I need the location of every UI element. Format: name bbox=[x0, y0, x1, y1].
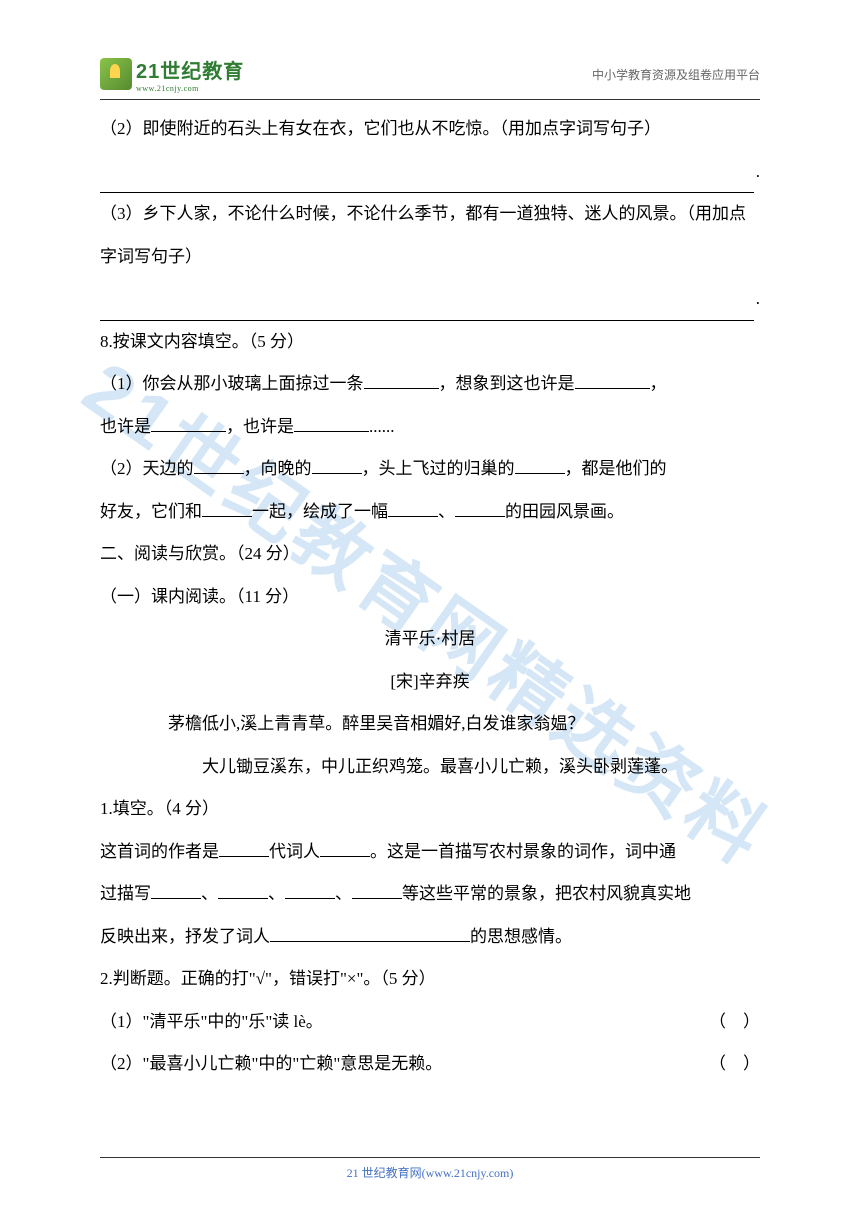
logo-text-group: 21世纪教育 www.21cnjy.com bbox=[136, 55, 244, 93]
page-container: 21世纪教育 www.21cnjy.com 中小学教育资源及组卷应用平台 （2）… bbox=[0, 0, 860, 1136]
page-content: （2）即使附近的石头上有女在衣，它们也从不吃惊。（用加点字词写句子） . （3）… bbox=[100, 108, 760, 1086]
reading-q2-1-text: （1）"清平乐"中的"乐"读 lè。 bbox=[100, 1001, 323, 1044]
footer-text: 21 世纪教育网(www.21cnjy.com) bbox=[347, 1166, 514, 1180]
reading-q1-line2: 过描写、、、等这些平常的景象，把农村风貌真实地 bbox=[100, 873, 760, 916]
question-8: 8.按课文内容填空。（5 分） bbox=[100, 321, 760, 364]
blank-line-q3: . bbox=[100, 278, 760, 321]
poem-author: [宋]辛弃疾 bbox=[100, 661, 760, 704]
reading-q2-2-text: （2）"最喜小儿亡赖"中的"亡赖"意思是无赖。 bbox=[100, 1043, 442, 1086]
reading-q2: 2.判断题。正确的打"√"，错误打"×"。（5 分） bbox=[100, 958, 760, 1001]
logo-main-text: 21世纪教育 bbox=[136, 55, 244, 84]
logo-container: 21世纪教育 www.21cnjy.com bbox=[100, 55, 244, 93]
question-3: （3）乡下人家，不论什么时候，不论什么季节，都有一道独特、迷人的风景。（用加点字… bbox=[100, 193, 760, 278]
reading-q1-line1: 这首词的作者是代词人。这是一首描写农村景象的词作，词中通 bbox=[100, 831, 760, 874]
section-2-title: 二、阅读与欣赏。（24 分） bbox=[100, 533, 760, 576]
bracket-q2-1: （ ） bbox=[709, 1001, 760, 1044]
section-2-1-title: （一）课内阅读。（11 分） bbox=[100, 576, 760, 619]
page-header: 21世纪教育 www.21cnjy.com 中小学教育资源及组卷应用平台 bbox=[100, 55, 760, 100]
poem-title: 清平乐·村居 bbox=[100, 618, 760, 661]
bracket-q2-2: （ ） bbox=[709, 1043, 760, 1086]
logo-icon bbox=[100, 58, 132, 90]
reading-q1: 1.填空。（4 分） bbox=[100, 788, 760, 831]
question-8-1-line2: 也许是，也许是...... bbox=[100, 406, 760, 449]
question-8-2-line2: 好友，它们和一起，绘成了一幅、的田园风景画。 bbox=[100, 491, 760, 534]
question-2: （2）即使附近的石头上有女在衣，它们也从不吃惊。（用加点字词写句子） bbox=[100, 108, 760, 151]
question-8-1-line1: （1）你会从那小玻璃上面掠过一条，想象到这也许是， bbox=[100, 363, 760, 406]
reading-q2-2: （2）"最喜小儿亡赖"中的"亡赖"意思是无赖。 （ ） bbox=[100, 1043, 760, 1086]
page-footer: 21 世纪教育网(www.21cnjy.com) bbox=[100, 1157, 760, 1181]
logo-sub-text: www.21cnjy.com bbox=[136, 84, 244, 93]
poem-line-2: 大儿锄豆溪东，中儿正织鸡笼。最喜小儿亡赖，溪头卧剥莲蓬。 bbox=[100, 746, 760, 789]
header-right-text: 中小学教育资源及组卷应用平台 bbox=[592, 66, 760, 83]
reading-q1-line3: 反映出来，抒发了词人的思想感情。 bbox=[100, 916, 760, 959]
reading-q2-1: （1）"清平乐"中的"乐"读 lè。 （ ） bbox=[100, 1001, 760, 1044]
blank-line-q2: . bbox=[100, 151, 760, 194]
poem-line-1: 茅檐低小,溪上青青草。醉里吴音相媚好,白发谁家翁媪？ bbox=[100, 703, 760, 746]
question-8-2-line1: （2）天边的，向晚的，头上飞过的归巢的，都是他们的 bbox=[100, 448, 760, 491]
